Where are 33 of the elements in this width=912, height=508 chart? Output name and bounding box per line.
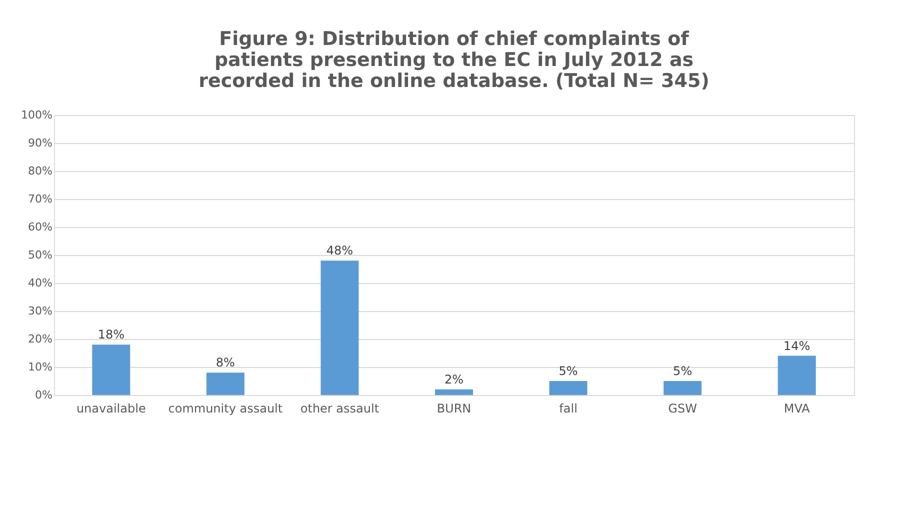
y-tick-label: 40% xyxy=(28,276,52,290)
y-tick-label: 50% xyxy=(28,248,52,262)
x-tick-label: other assault xyxy=(300,402,380,416)
bar xyxy=(320,260,359,395)
bar xyxy=(435,389,473,395)
bar xyxy=(664,381,702,395)
data-label: 18% xyxy=(98,328,124,342)
y-tick-label: 90% xyxy=(28,136,52,150)
x-tick-label: GSW xyxy=(668,402,698,416)
data-label: 5% xyxy=(558,364,578,378)
chart-title: Figure 9: Distribution of chief complaints of patients presenting to the EC in July 2012 as recorded in the online database. (Total N= 345) xyxy=(198,28,710,92)
data-label: 14% xyxy=(784,338,810,353)
y-tick-label: 0% xyxy=(35,388,52,402)
y-tick-label: 60% xyxy=(28,220,52,234)
y-tick-label: 10% xyxy=(28,360,52,374)
bar xyxy=(206,372,244,395)
x-tick-label: MVA xyxy=(784,402,811,416)
x-tick-label: unavailable xyxy=(76,402,146,416)
x-tick-label: BURN xyxy=(436,402,472,416)
data-label: 48% xyxy=(326,244,354,258)
data-label: 2% xyxy=(444,372,464,386)
y-tick-label: 80% xyxy=(28,164,52,178)
bar xyxy=(778,356,816,395)
bar xyxy=(92,344,130,395)
x-tick-label: community assault xyxy=(168,402,283,416)
bar xyxy=(549,381,588,395)
x-tick-label: fall xyxy=(559,402,578,416)
y-tick-label: 20% xyxy=(28,332,52,346)
data-label: 5% xyxy=(673,364,692,378)
data-label: 8% xyxy=(216,356,235,370)
y-tick-label: 30% xyxy=(28,304,52,318)
y-tick-label: 100% xyxy=(21,108,52,122)
y-tick-label: 70% xyxy=(28,192,52,206)
